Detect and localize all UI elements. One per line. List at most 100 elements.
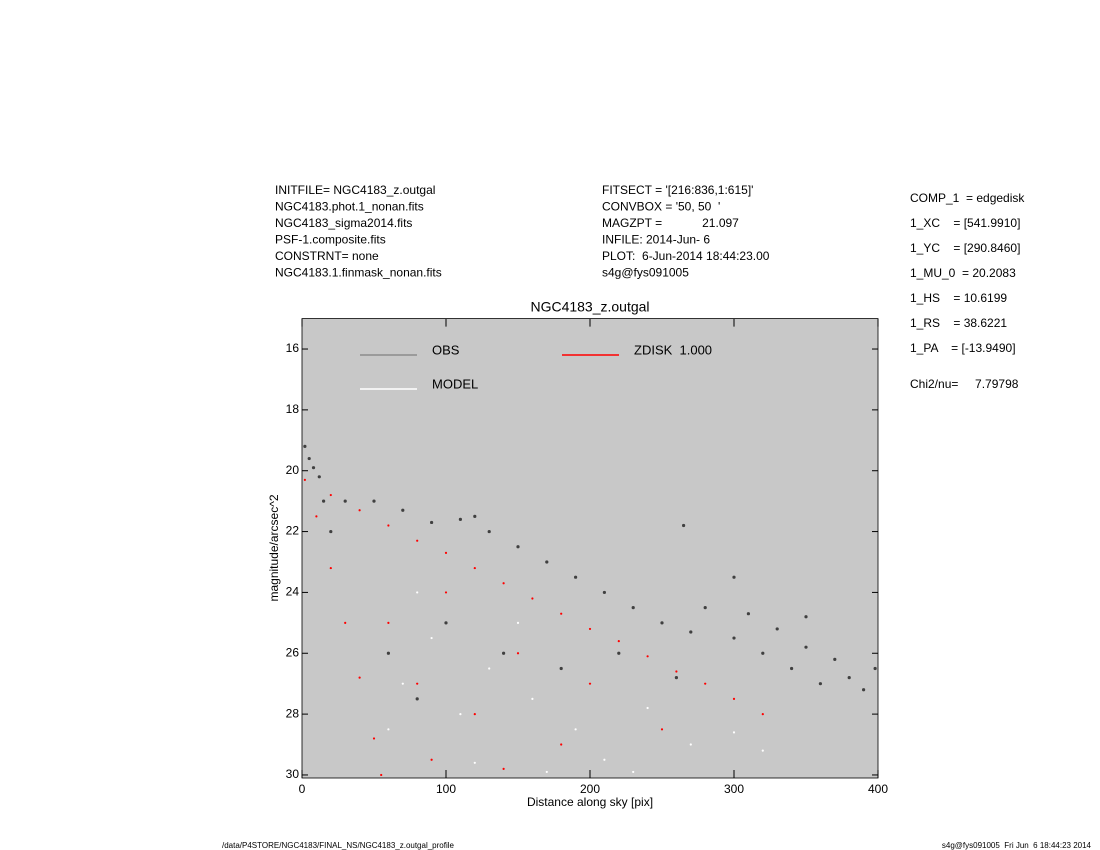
data-point xyxy=(372,499,376,503)
data-point xyxy=(574,575,578,579)
data-point xyxy=(502,767,505,770)
data-point xyxy=(732,575,736,579)
x-tick-label: 0 xyxy=(299,782,306,796)
data-point xyxy=(416,539,419,542)
data-point xyxy=(682,523,686,528)
footer-path: /data/P4STORE/NGC4183/FINAL_NS/NGC4183_z… xyxy=(222,841,455,850)
data-point xyxy=(315,515,318,518)
legend-label: OBS xyxy=(432,342,460,357)
data-point xyxy=(646,655,649,658)
data-point xyxy=(311,466,316,470)
y-tick-label: 18 xyxy=(286,402,300,416)
header-line: INITFILE= NGC4183_z.outgal xyxy=(275,183,435,197)
data-point xyxy=(329,493,332,497)
data-point xyxy=(387,728,390,731)
data-point xyxy=(307,456,311,461)
data-point xyxy=(502,582,505,585)
data-point xyxy=(617,639,620,643)
data-point xyxy=(545,770,548,774)
data-point xyxy=(473,713,476,716)
header-line: FITSECT = '[216:836,1:615]' xyxy=(602,183,753,197)
data-point xyxy=(303,444,307,448)
data-point xyxy=(833,657,837,661)
data-point xyxy=(430,758,433,761)
data-point xyxy=(386,651,390,655)
data-point xyxy=(603,758,606,761)
data-point xyxy=(531,597,534,600)
component-param: 1_MU_0 = 20.2083 xyxy=(910,266,1016,280)
data-point xyxy=(574,728,577,731)
header-line: NGC4183.1.finmask_nonan.fits xyxy=(275,266,442,280)
data-point xyxy=(660,728,664,731)
data-point xyxy=(818,682,823,686)
header-line: CONVBOX = '50, 50 ' xyxy=(602,200,720,214)
data-point xyxy=(560,743,563,746)
data-point xyxy=(430,520,434,525)
data-point xyxy=(560,612,563,615)
data-point xyxy=(516,652,520,655)
data-point xyxy=(358,676,361,679)
data-point xyxy=(430,636,433,640)
data-point xyxy=(732,636,736,640)
header-line: NGC4183_sigma2014.fits xyxy=(275,216,412,230)
x-axis-label: Distance along sky [pix] xyxy=(527,795,653,809)
data-point xyxy=(631,606,635,610)
data-point xyxy=(689,630,693,634)
data-point xyxy=(488,667,491,670)
header-line: PLOT: 6-Jun-2014 18:44:23.00 xyxy=(602,249,770,263)
data-point xyxy=(444,621,448,625)
data-point xyxy=(674,676,679,680)
data-point xyxy=(761,713,764,716)
component-param: COMP_1 = edgedisk xyxy=(910,191,1025,205)
y-tick-label: 26 xyxy=(286,645,300,659)
data-point xyxy=(459,713,462,716)
data-point xyxy=(646,706,649,710)
y-tick-label: 22 xyxy=(286,524,300,538)
data-point xyxy=(444,551,448,554)
data-point xyxy=(344,621,347,624)
data-point xyxy=(761,749,764,752)
data-point xyxy=(322,499,326,503)
data-point xyxy=(502,651,506,655)
header-line: PSF-1.composite.fits xyxy=(275,233,386,247)
data-point xyxy=(660,621,664,625)
chart-title: NGC4183_z.outgal xyxy=(530,299,649,315)
legend-label: MODEL xyxy=(432,376,478,391)
data-point xyxy=(675,670,678,673)
data-point xyxy=(387,621,390,624)
component-param: 1_RS = 38.6221 xyxy=(910,316,1007,330)
header-line: INFILE: 2014-Jun- 6 xyxy=(602,233,710,247)
plot-area xyxy=(301,318,879,779)
data-point xyxy=(761,651,765,655)
data-point xyxy=(531,697,534,700)
data-point xyxy=(732,731,736,734)
data-point xyxy=(847,676,851,680)
data-point xyxy=(401,508,405,512)
data-point xyxy=(372,737,376,740)
data-point xyxy=(473,514,477,518)
data-point xyxy=(588,627,592,631)
header-line: s4g@fys091005 xyxy=(602,266,689,280)
x-tick-label: 400 xyxy=(868,782,888,796)
data-point xyxy=(775,627,779,631)
data-point xyxy=(416,682,419,685)
data-point xyxy=(343,499,347,503)
y-tick-label: 24 xyxy=(286,585,300,599)
header-line: MAGZPT = 21.097 xyxy=(602,216,739,230)
data-point xyxy=(602,590,607,595)
data-point xyxy=(458,517,462,521)
data-point xyxy=(329,566,332,570)
y-tick-label: 28 xyxy=(286,706,300,720)
legend-label: ZDISK 1.000 xyxy=(634,342,712,357)
data-point xyxy=(303,478,306,481)
data-point xyxy=(317,475,321,479)
data-point xyxy=(862,688,866,692)
data-point xyxy=(559,666,563,671)
data-point xyxy=(416,591,419,594)
data-point xyxy=(689,743,692,746)
data-point xyxy=(704,682,707,685)
y-tick-label: 30 xyxy=(286,767,300,781)
data-point xyxy=(804,615,808,619)
